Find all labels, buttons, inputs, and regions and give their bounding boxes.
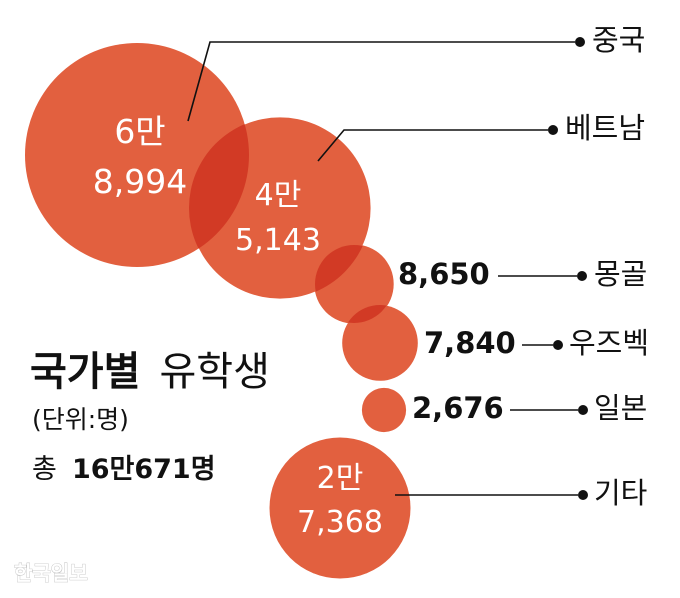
country-label-china: 중국 [592,23,645,57]
chart-unit: (단위:명) [32,405,129,434]
source-credit: 한국일보 [14,561,88,585]
leader-dot-japan [578,405,588,415]
country-label-uzbek: 우즈벡 [569,326,649,360]
bubble-label-other-line1: 2만 [317,461,364,496]
bubble-other [269,437,411,579]
country-label-mongolia: 몽골 [594,257,647,291]
bubble-label-vietnam-line2: 5,143 [235,223,321,258]
leader-line-vietnam [317,129,548,162]
leader-dot-china [575,37,585,47]
bubble-uzbek [342,305,418,381]
leader-dot-mongolia [577,271,587,281]
chart-total-prefix: 총 [32,454,57,485]
bubble-japan [361,387,407,433]
bubble-label-vietnam-line1: 4만 [255,178,302,213]
leader-dot-uzbek [553,340,563,350]
bubble-label-other-line2: 7,368 [297,505,383,540]
leader-dot-vietnam [548,125,558,135]
leader-lines [187,37,588,500]
chart-title: 국가별 유학생 [30,349,270,395]
chart-total-value: 16만671명 [72,454,216,485]
country-label-japan: 일본 [594,391,647,425]
leader-dot-other [578,490,588,500]
value-label-mongolia: 8,650 [398,257,490,291]
country-label-vietnam: 베트남 [565,111,645,145]
chart-title-bold: 국가별 [30,349,140,395]
bubble-label-china-line2: 8,994 [93,162,187,201]
value-label-uzbek: 7,840 [424,326,516,360]
bubbles-group [25,43,418,579]
value-label-japan: 2,676 [412,391,504,425]
country-label-other: 기타 [594,476,647,510]
chart-title-light: 유학생 [160,349,270,395]
bubble-label-china-line1: 6만 [114,112,165,151]
leader-line-china [187,41,575,122]
chart-total: 총 16만671명 [32,454,216,485]
